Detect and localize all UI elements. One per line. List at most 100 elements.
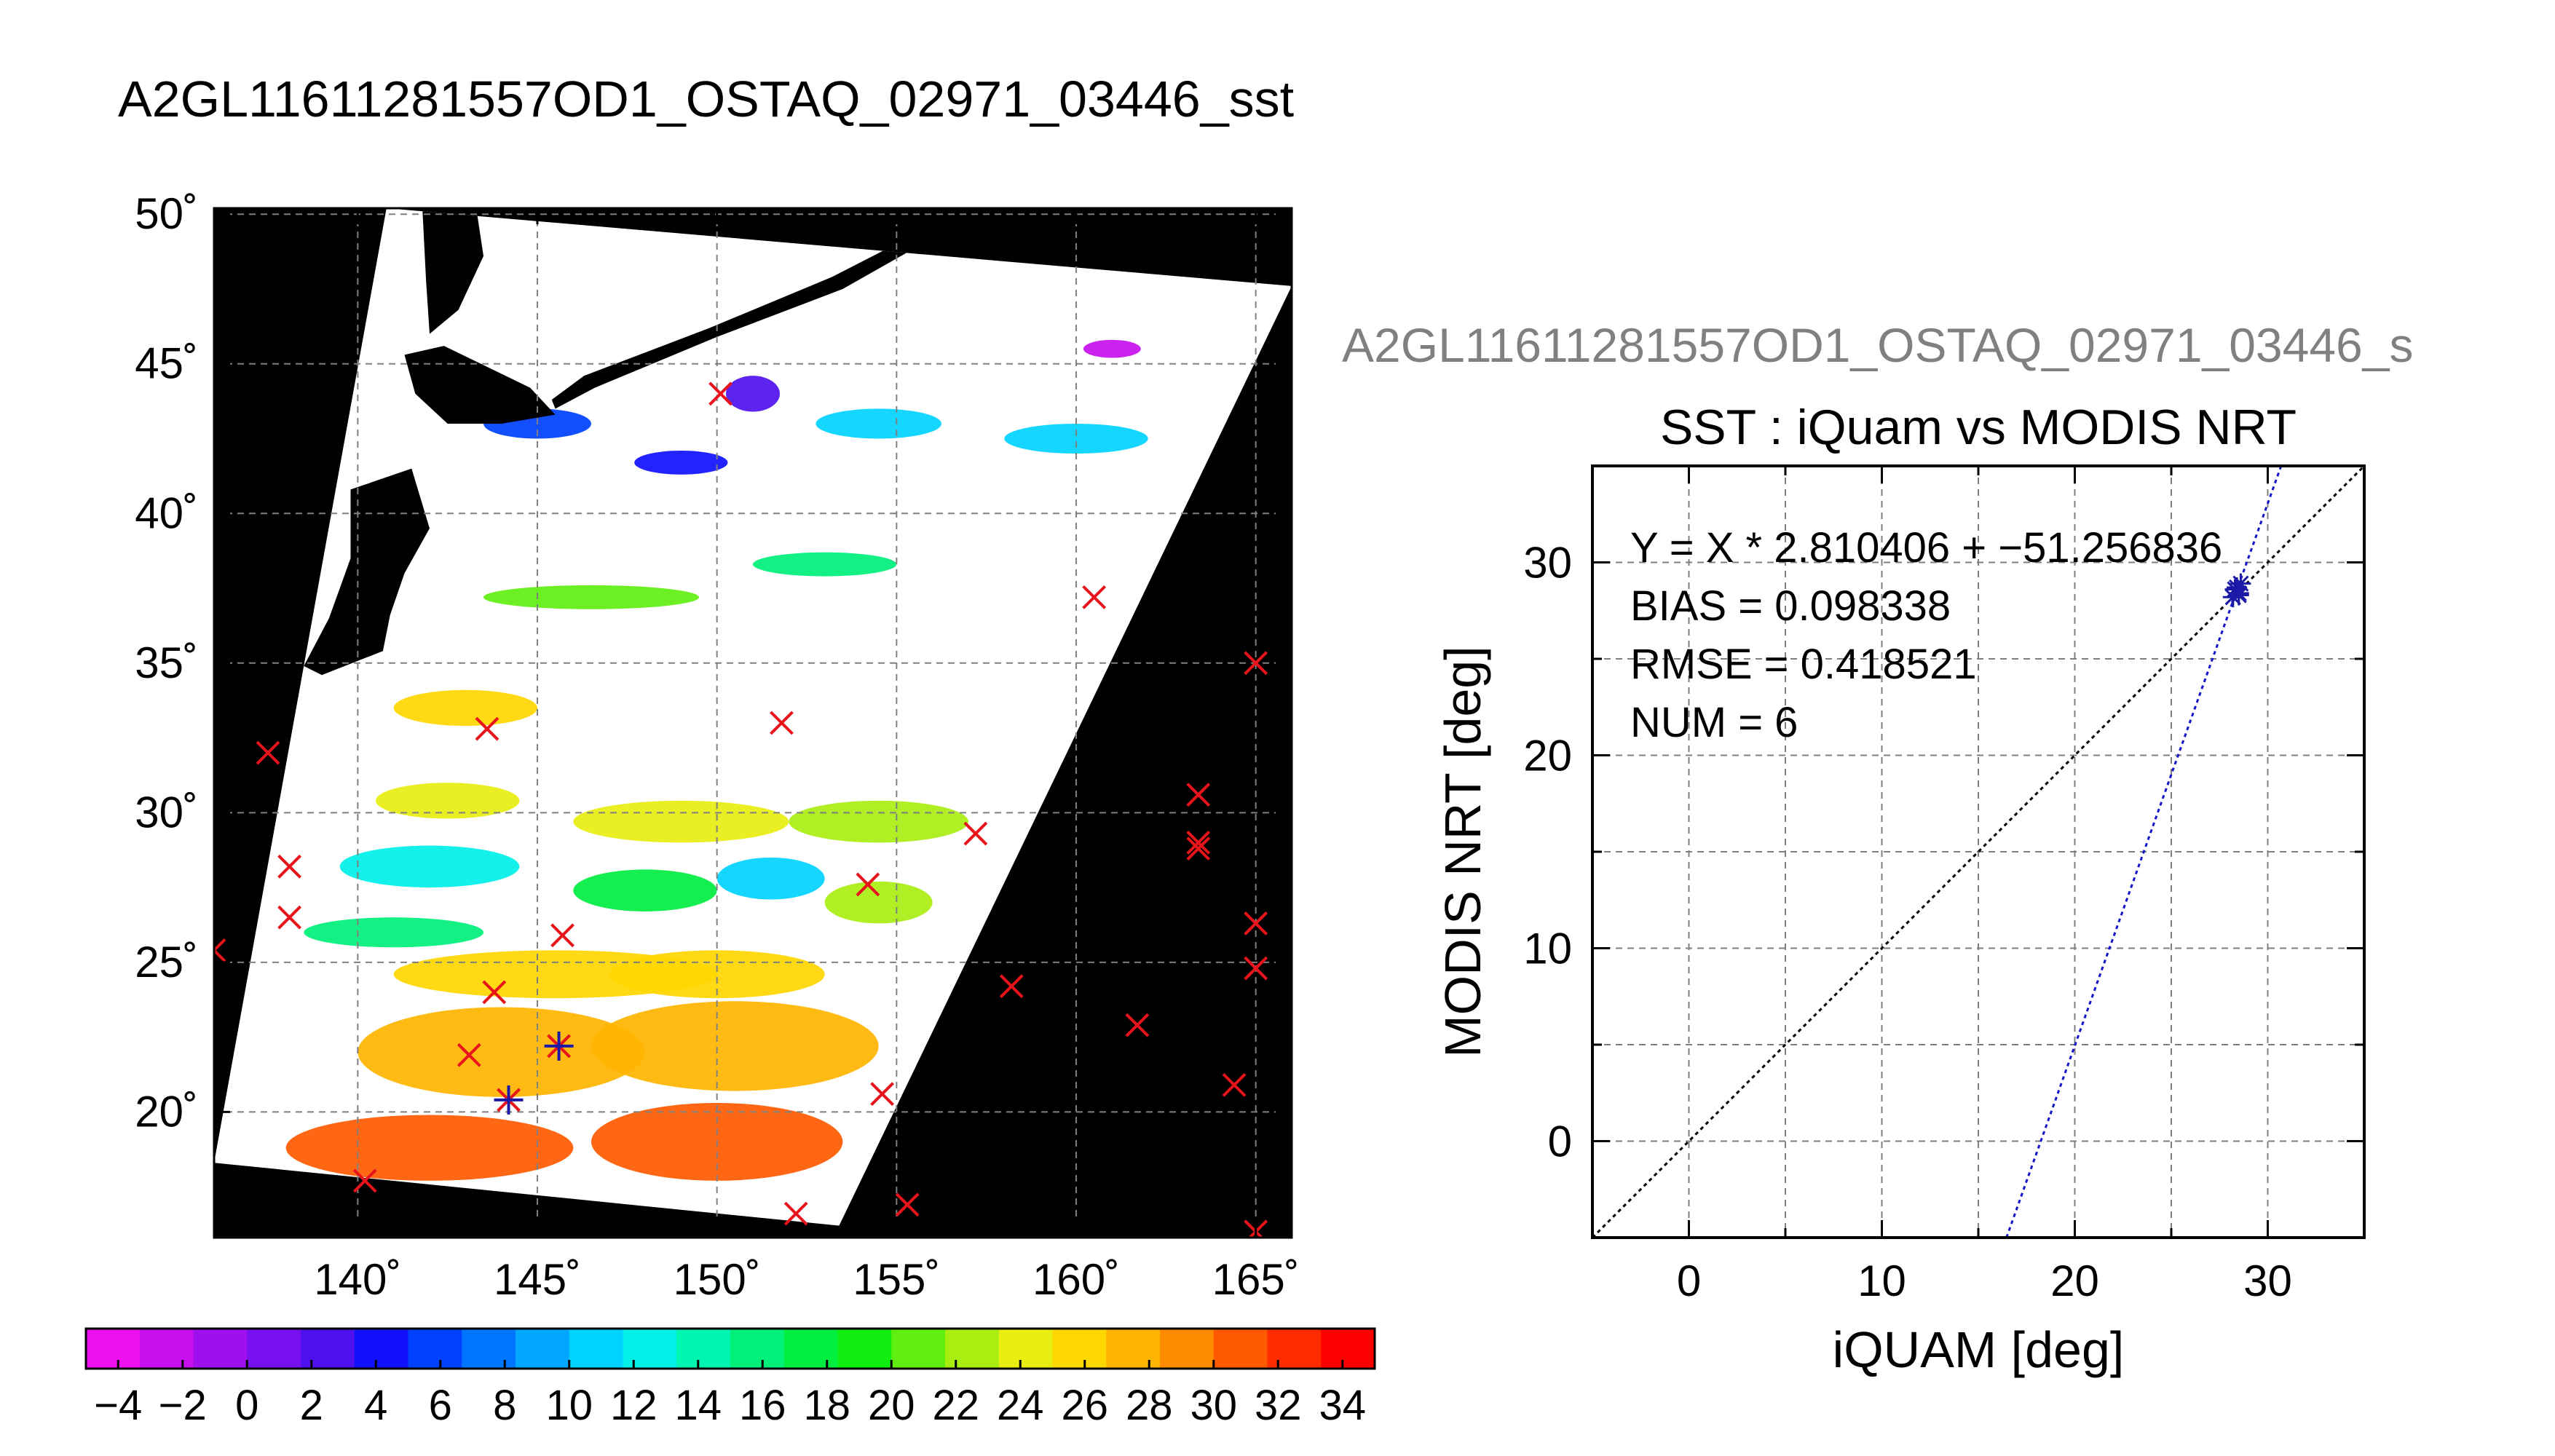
scatter-xlabel: iQUAM [deg] [1833, 1321, 2125, 1378]
scatter-x-tick-label: 20 [2050, 1257, 2099, 1305]
match-x-marker [999, 974, 1024, 999]
map-x-tick-label: 140˚ [314, 1255, 401, 1304]
match-x-marker [1222, 1072, 1247, 1097]
sst-patch [816, 408, 941, 439]
match-x-marker [770, 711, 794, 735]
match-x-marker [870, 1082, 895, 1107]
match-x-marker [708, 381, 733, 406]
match-x-marker [277, 905, 302, 930]
colorbar-tick-label: 16 [739, 1382, 786, 1429]
scatter-y-tick-label: 10 [1523, 925, 1572, 973]
scatter-ylabel: MODIS NRT [deg] [1434, 646, 1491, 1057]
colorbar-segment [730, 1329, 785, 1369]
map-x-tick-label: 165˚ [1212, 1255, 1300, 1304]
map-y-tick-label: 35˚ [135, 638, 198, 687]
match-x-marker [1125, 1013, 1150, 1037]
sst-patch [285, 1115, 574, 1181]
sst-patch [1083, 339, 1141, 358]
map-x-tick-label: 160˚ [1032, 1255, 1120, 1304]
colorbar-tick-label: 28 [1126, 1382, 1173, 1429]
map-x-tick-label: 145˚ [494, 1255, 581, 1304]
colorbar-segment [1267, 1329, 1322, 1369]
sst-patch [634, 450, 728, 475]
scatter-annotation: BIAS = 0.098338 [1630, 582, 1951, 630]
colorbar-segment [1106, 1329, 1161, 1369]
colorbar-tick-label: −4 [94, 1382, 142, 1429]
map-frame [213, 207, 1293, 1239]
match-x-marker [856, 872, 880, 897]
match-x-marker [1186, 831, 1211, 855]
match-x-marker [1244, 956, 1268, 981]
match-x-marker [214, 938, 226, 962]
scatter-x-tick-label: 10 [1857, 1257, 1906, 1305]
colorbar-tick-label: 30 [1190, 1382, 1237, 1429]
sst-patch [789, 800, 968, 843]
colorbar-tick-label: 4 [364, 1382, 387, 1429]
colorbar-tick-label: 32 [1255, 1382, 1302, 1429]
match-x-marker [1244, 651, 1268, 676]
sst-patch [483, 585, 699, 609]
match-x-marker [352, 1168, 377, 1193]
scatter-annotation: NUM = 6 [1630, 699, 1798, 746]
colorbar-tick-label: 0 [235, 1382, 258, 1429]
match-x-marker [475, 716, 499, 741]
match-x-marker [277, 854, 302, 879]
sst-map-panel: 140˚ 145˚ 150˚ 155˚ 160˚ 165˚ 20˚ 25˚ 30˚ 35˚ 40˚… [135, 189, 1299, 1304]
scatter-annotations: Y = X * 2.810406 + −51.256836 BIAS = 0.09… [1630, 524, 2222, 746]
right-title: A2GL11611281557OD1_OSTAQ_02971_03446_s [1342, 318, 2413, 372]
colorbar-frame [84, 1327, 1376, 1370]
match-x-marker [783, 1201, 808, 1226]
scatter-y-tick-label: 20 [1523, 732, 1572, 780]
colorbar-ticks: −4 −2 0 2 4 6 8 10 12 14 16 18 20 22 24 26 28 30 32 34 [94, 1360, 1366, 1429]
map-y-tick-label: 40˚ [135, 488, 198, 537]
colorbar-tick-label: 14 [674, 1382, 722, 1429]
match-x-marker [256, 740, 280, 765]
colorbar-tick-label: 6 [429, 1382, 452, 1429]
scatter-points [2222, 573, 2251, 608]
scatter-y-tick-label: 30 [1523, 539, 1572, 587]
match-x-marker [963, 821, 988, 846]
colorbar-tick-label: 20 [868, 1382, 915, 1429]
colorbar-segment [783, 1329, 838, 1369]
land-hokkaido [404, 346, 556, 424]
colorbar-segment [301, 1329, 355, 1369]
map-y-tick-label: 30˚ [135, 788, 198, 836]
scatter-annotation: RMSE = 0.418521 [1630, 641, 1977, 688]
map-y-tick-label: 25˚ [135, 938, 198, 986]
map-y-tick-label: 50˚ [135, 189, 198, 238]
colorbar-tick-label: 26 [1061, 1382, 1108, 1429]
map-y-tick-label: 20˚ [135, 1087, 198, 1136]
colorbar-segment [623, 1329, 677, 1369]
sst-patch [376, 783, 520, 819]
land-sakhalin [422, 208, 483, 334]
match-x-marker [482, 980, 507, 1005]
colorbar-tick-label: 8 [493, 1382, 516, 1429]
colorbar-segment [193, 1329, 248, 1369]
colorbar-tick-label: 18 [803, 1382, 850, 1429]
colorbar-segment [891, 1329, 946, 1369]
colorbar-segment [945, 1329, 1000, 1369]
sst-patch [591, 1001, 879, 1091]
sst-patch [339, 845, 520, 888]
match-x-marker [1186, 836, 1211, 861]
colorbar-segment [139, 1329, 194, 1369]
colorbar-segment [1160, 1329, 1215, 1369]
colorbar-segment [516, 1329, 570, 1369]
colorbar-tick-label: 12 [610, 1382, 657, 1429]
match-star-marker [494, 1085, 524, 1115]
match-star-marker [544, 1031, 574, 1061]
colorbar-segment [408, 1329, 462, 1369]
match-x-marker [550, 923, 574, 948]
scatter-ticks: 0 10 20 30 0 10 20 30 [1523, 466, 2364, 1305]
map-markers [214, 381, 1268, 1238]
sst-patch [573, 800, 789, 843]
map-y-tick-label: 45˚ [135, 339, 198, 388]
sst-patch [824, 881, 933, 924]
sst-patch [304, 917, 483, 948]
scatter-x-tick-label: 30 [2243, 1257, 2292, 1305]
colorbar-tick-label: −2 [159, 1382, 207, 1429]
scatter-y-tick-label: 0 [1548, 1117, 1572, 1166]
colorbar-segment [1321, 1329, 1375, 1369]
map-grid [214, 208, 1292, 1238]
